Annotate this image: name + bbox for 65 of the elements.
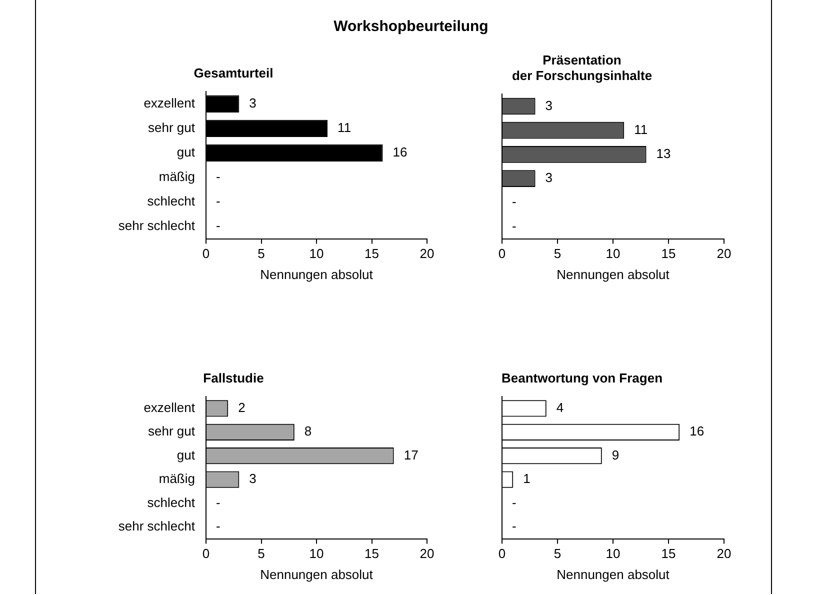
x-axis-title: Nennungen absolut: [260, 266, 374, 282]
y-tick-label: sehr schlecht: [118, 518, 196, 534]
data-label: 9: [612, 447, 620, 462]
y-tick-label: schlecht: [147, 194, 196, 209]
data-label: 3: [249, 471, 256, 486]
data-label: 17: [404, 447, 418, 462]
data-label: -: [512, 518, 516, 534]
data-label: 3: [249, 95, 256, 110]
data-label: 11: [634, 122, 648, 137]
x-tick-label: 5: [554, 546, 562, 562]
x-tick-label: 10: [606, 246, 620, 262]
data-label: 13: [656, 146, 671, 162]
x-axis-title: Nennungen absolut: [556, 566, 670, 582]
x-axis-title: Nennungen absolut: [260, 566, 374, 582]
x-tick-label: 15: [661, 246, 676, 262]
x-tick-label: 20: [716, 546, 732, 562]
data-label: 4: [556, 400, 564, 416]
data-label: -: [216, 169, 220, 184]
data-label: 3: [545, 98, 553, 113]
y-tick-label: mäßig: [158, 471, 195, 486]
chart-title: Gesamturteil: [194, 65, 274, 80]
y-tick-label: schlecht: [147, 494, 196, 510]
data-label: 16: [690, 424, 704, 439]
y-tick-label: gut: [176, 447, 196, 462]
x-tick-label: 5: [258, 546, 265, 562]
y-tick-label: exzellent: [144, 95, 196, 110]
x-tick-label: 20: [420, 246, 434, 262]
x-tick-label: 5: [554, 246, 562, 262]
data-label: -: [512, 194, 516, 210]
y-tick-label: sehr gut: [148, 120, 196, 135]
y-tick-label: gut: [176, 144, 196, 160]
x-tick-label: 5: [258, 246, 265, 262]
x-tick-label: 15: [364, 546, 379, 562]
chart-title: Fallstudie: [203, 370, 264, 386]
data-label: 3: [545, 170, 553, 186]
y-tick-label: sehr gut: [148, 424, 196, 439]
x-axis-title: Nennungen absolut: [556, 266, 670, 282]
data-label: -: [216, 218, 220, 234]
x-tick-label: 10: [309, 246, 324, 262]
x-tick-label: 20: [716, 246, 732, 262]
y-tick-label: exzellent: [144, 400, 196, 416]
data-label: -: [216, 194, 220, 209]
x-tick-label: 0: [202, 546, 210, 562]
data-label: 16: [392, 144, 408, 160]
x-tick-label: 10: [606, 546, 620, 562]
data-label: 2: [238, 400, 246, 416]
x-tick-label: 0: [202, 246, 210, 262]
x-tick-label: 0: [498, 546, 506, 562]
data-label: 11: [338, 120, 352, 135]
y-tick-label: mäßig: [158, 169, 195, 184]
x-tick-label: 15: [661, 546, 676, 562]
data-label: -: [216, 494, 220, 510]
data-label: -: [512, 218, 516, 234]
y-tick-label: sehr schlecht: [118, 218, 196, 234]
x-tick-label: 10: [309, 546, 324, 562]
chart-title: Präsentation der Forschungsinhalte: [512, 52, 652, 83]
x-tick-label: 20: [420, 546, 434, 562]
x-tick-label: 0: [498, 246, 506, 262]
data-label: 1: [523, 471, 530, 486]
text: Workshopbeurteilung: [332, 18, 490, 35]
data-label: -: [512, 494, 516, 510]
x-tick-label: 15: [364, 246, 379, 262]
data-label: 8: [304, 424, 312, 439]
chart-title: Beantwortung von Fragen: [501, 370, 663, 386]
data-label: -: [216, 518, 220, 534]
